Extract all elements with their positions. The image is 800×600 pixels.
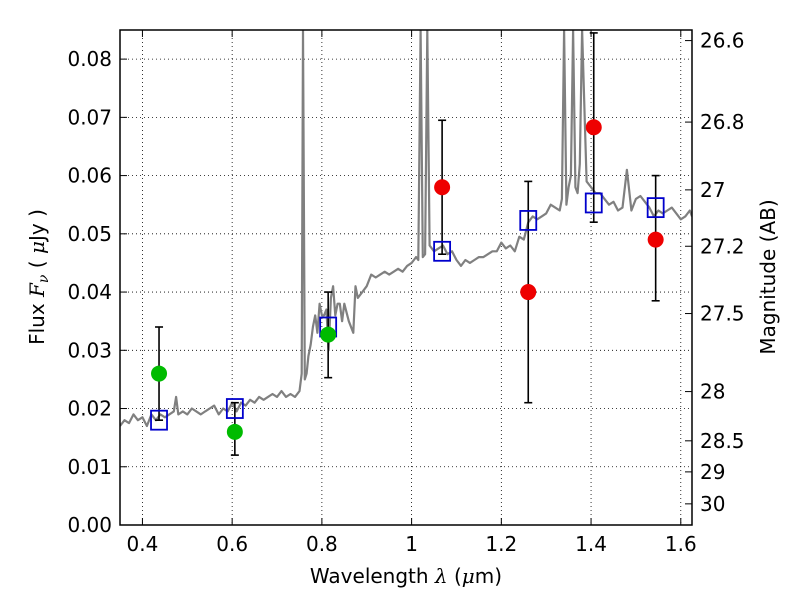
square-marker [433, 240, 452, 262]
circle-marker [520, 284, 537, 301]
x-axis-label-mu: μ [462, 564, 475, 588]
axis-ticks: 0.4 0.6 0.8 1 1.2 1.4 1.6 0.00 0.01 0.02 0.03 0.04 0… [67, 29, 744, 556]
x-axis-label-symbol: λ [434, 564, 448, 588]
x-tick-label: 0.4 [127, 532, 159, 556]
y-axis-label-mu: μ [25, 241, 49, 254]
right-tick-label: 27 [700, 178, 725, 202]
square-marker [225, 398, 244, 419]
right-tick-label: 28 [700, 380, 725, 404]
square-marker [646, 197, 665, 219]
data-markers [150, 119, 665, 440]
square-marker [519, 210, 538, 231]
plot-frame [119, 29, 693, 526]
right-axis-label: Magnitude (AB) [756, 199, 780, 354]
y-tick-label: 0.05 [67, 222, 112, 246]
x-tick-label: 0.8 [306, 532, 338, 556]
circle-marker [647, 231, 664, 248]
y-tick-label: 0.01 [67, 455, 112, 479]
y-tick-label: 0.06 [67, 164, 112, 188]
circle-marker [585, 119, 602, 136]
y-tick-label: 0.07 [67, 105, 112, 129]
right-tick-label: 30 [700, 492, 725, 516]
y-axis-label-symbol: F [25, 282, 49, 298]
x-tick-label: 1.6 [665, 532, 697, 556]
x-tick-label: 1.4 [575, 532, 607, 556]
circle-marker [151, 365, 168, 382]
x-tick-label: 1 [405, 532, 418, 556]
y-tick-label: 0.04 [67, 280, 112, 304]
circle-marker [320, 326, 337, 343]
right-tick-label: 27.2 [700, 234, 745, 258]
right-tick-label: 29 [700, 460, 725, 484]
y-tick-label: 0.03 [67, 338, 112, 362]
x-tick-label: 1.2 [485, 532, 517, 556]
right-tick-label: 26.6 [700, 29, 745, 53]
y-axis-label: Flux Fν ( μJy ) [25, 209, 52, 345]
right-tick-label: 26.8 [700, 110, 745, 134]
right-tick-label: 27.5 [700, 302, 745, 326]
square-marker [584, 192, 603, 214]
y-tick-label: 0.08 [67, 47, 112, 71]
circle-marker [434, 179, 451, 196]
circle-marker [226, 423, 243, 440]
y-axis-label-subscript: ν [36, 274, 52, 283]
y-tick-label: 0.00 [67, 513, 112, 537]
right-tick-label: 28.5 [700, 429, 745, 453]
square-marker [150, 409, 168, 431]
x-axis-label: Wavelength λ (μm) [310, 564, 502, 588]
y-tick-label: 0.02 [67, 397, 112, 421]
x-tick-label: 0.6 [216, 532, 248, 556]
